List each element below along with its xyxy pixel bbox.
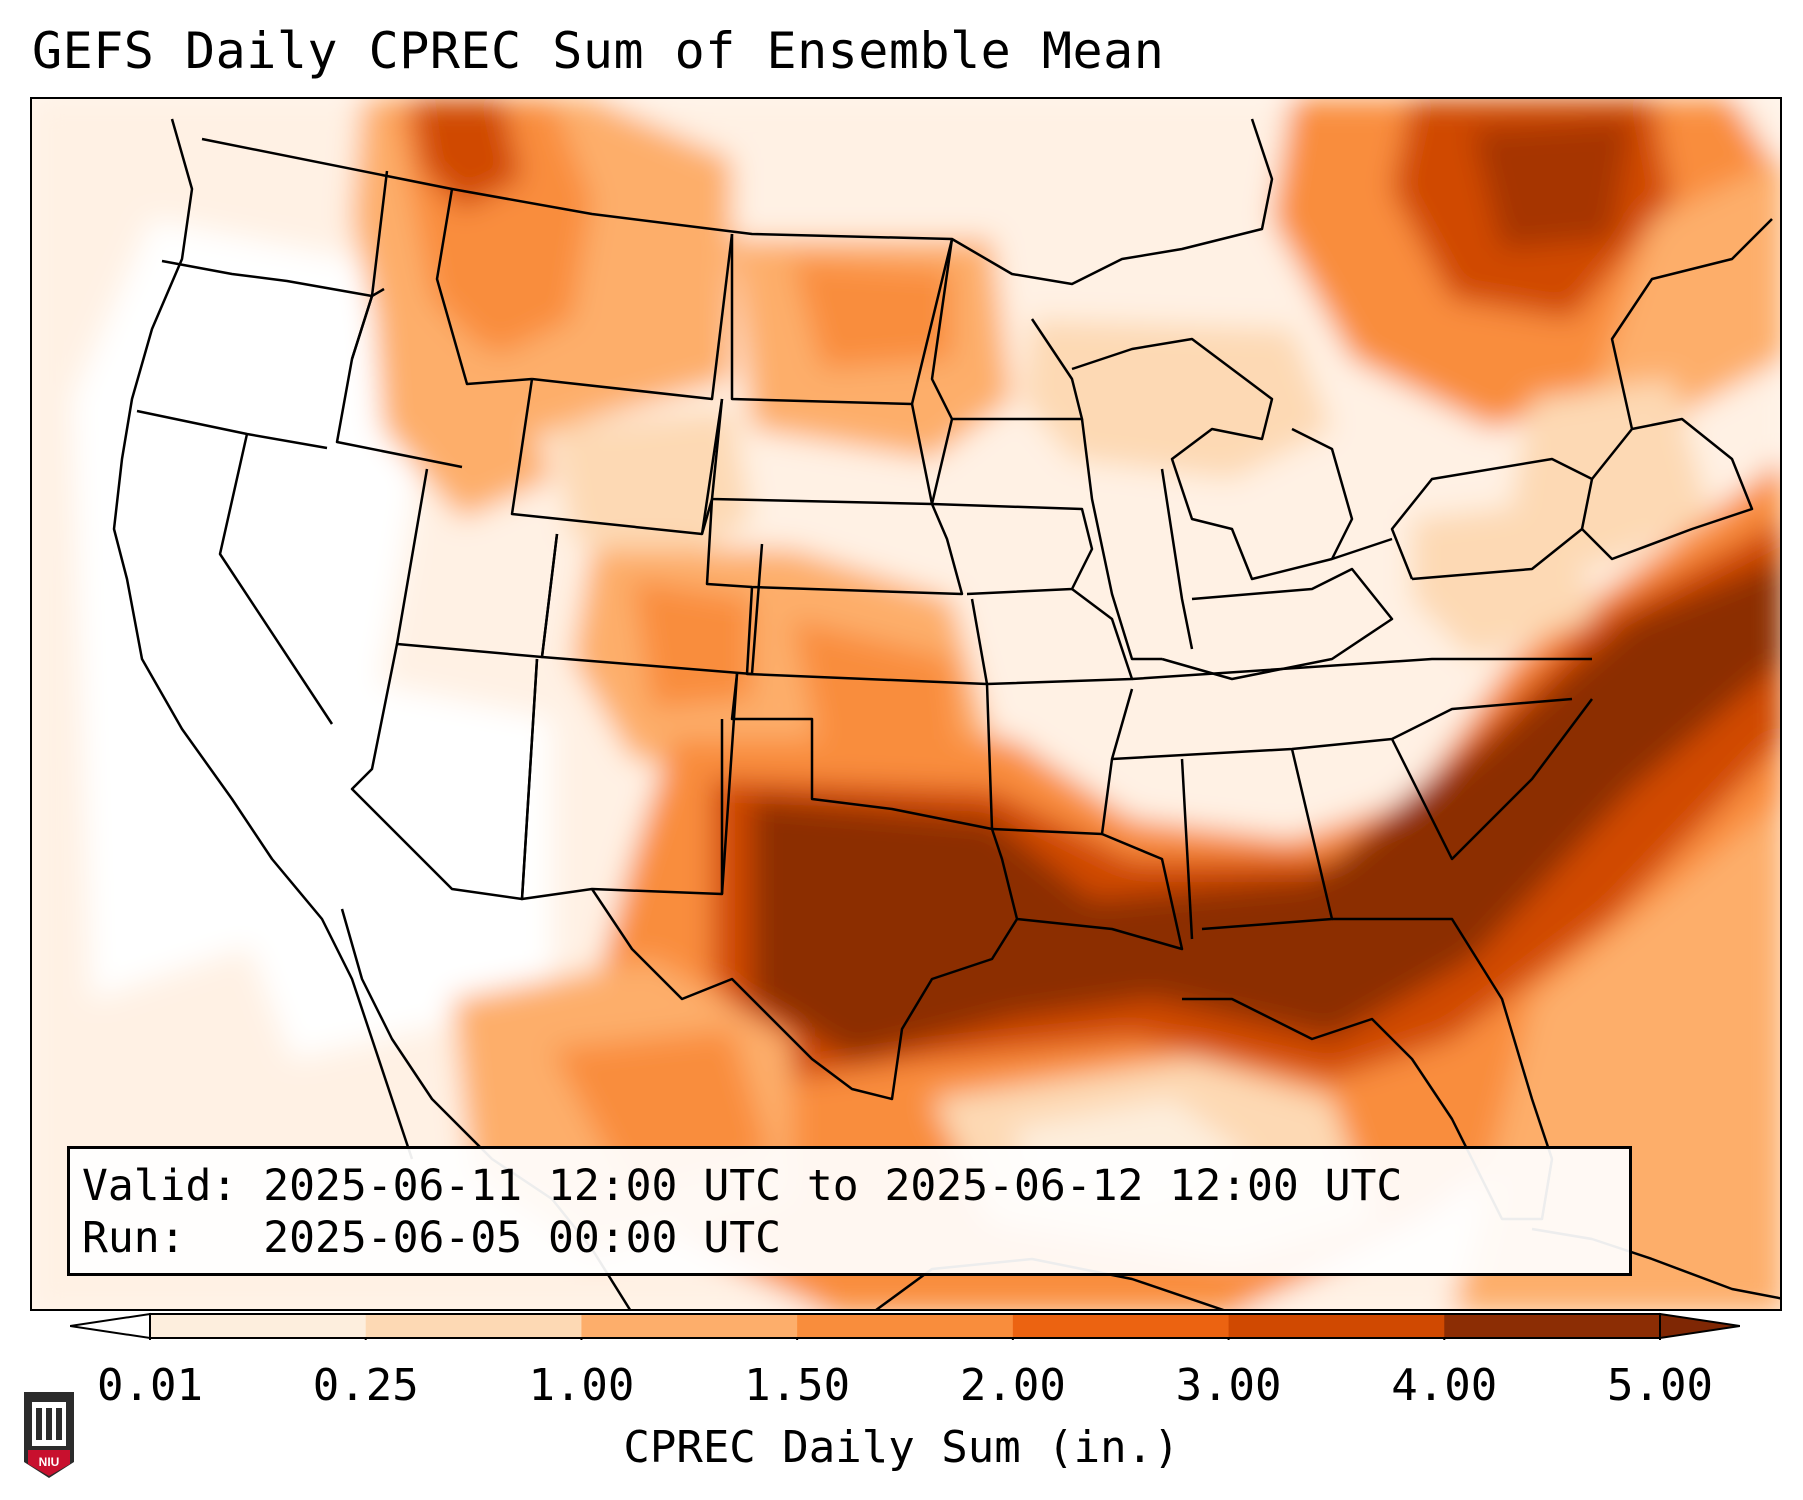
colorbar-tick-label: 1.50: [744, 1360, 851, 1411]
colorbar-tick-label: 5.00: [1607, 1360, 1713, 1411]
colorbar-segment: [365, 1314, 582, 1338]
colorbar-tick-label: 0.25: [312, 1360, 419, 1411]
colorbar-ticks: [149, 1338, 1661, 1340]
colorbar-segment: [581, 1314, 798, 1338]
state-boundaries: [112, 118, 1780, 1309]
chart-title: GEFS Daily CPREC Sum of Ensemble Mean: [32, 22, 1165, 80]
colorbar-segment: [1012, 1314, 1230, 1338]
precip-field: [32, 99, 1780, 1309]
colorbar-over-triangle: [1659, 1312, 1740, 1340]
colorbar-tick-label: 0.01: [97, 1360, 203, 1411]
colorbar-segment: [1228, 1314, 1445, 1338]
colorbar-tick-label: 2.00: [959, 1360, 1066, 1411]
precipitation-map: [30, 97, 1782, 1311]
colorbar-segment: [797, 1314, 1014, 1338]
map-canvas: [32, 99, 1780, 1309]
niu-logo: NIU: [24, 1392, 74, 1478]
run-time-text: Run: 2025-06-05 00:00 UTC: [82, 1213, 781, 1263]
valid-run-box: Valid: 2025-06-11 12:00 UTC to 2025-06-1…: [67, 1146, 1632, 1276]
logo-text: NIU: [39, 1455, 60, 1469]
colorbar-tick-label: 4.00: [1391, 1360, 1498, 1411]
colorbar-segments: [150, 1314, 1661, 1338]
colorbar-label: CPREC Daily Sum (in.): [623, 1422, 1180, 1473]
colorbar-segment: [150, 1314, 367, 1338]
colorbar-tick-label: 3.00: [1175, 1360, 1282, 1411]
colorbar-frame: [149, 1313, 1661, 1339]
colorbar-tick-label: 1.00: [528, 1360, 635, 1411]
colorbar-under-triangle: [70, 1312, 151, 1340]
valid-time-text: Valid: 2025-06-11 12:00 UTC to 2025-06-1…: [82, 1161, 1403, 1211]
colorbar: [70, 1312, 1740, 1340]
colorbar-segment: [1444, 1314, 1661, 1338]
